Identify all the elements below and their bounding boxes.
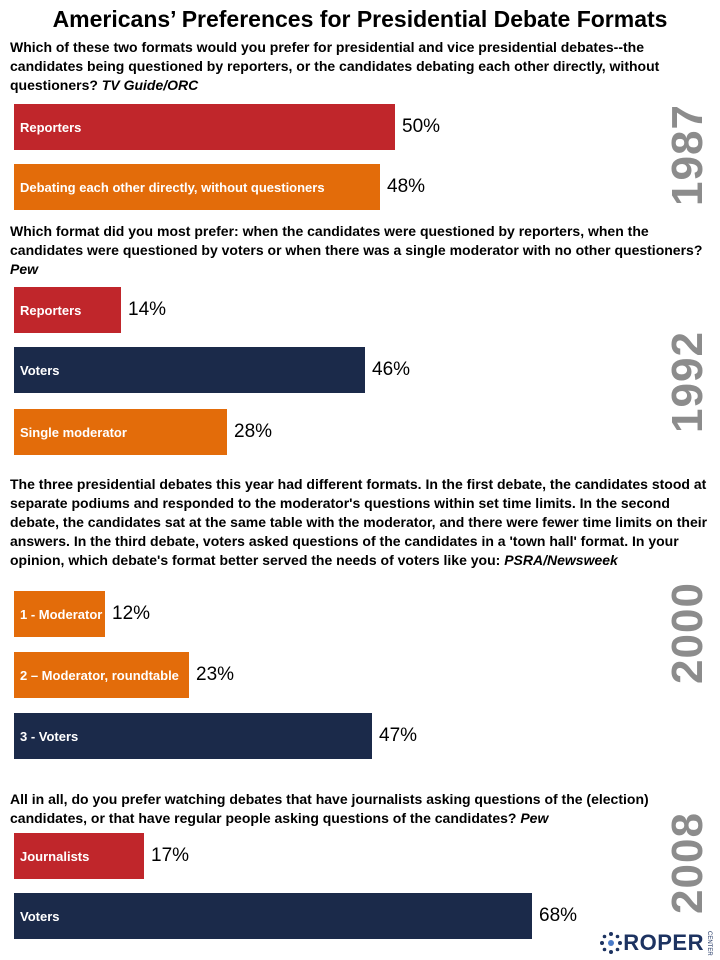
bar-1987-2: Debating each other directly, without qu… (14, 164, 380, 210)
bar-1992-3: Single moderator (14, 409, 227, 455)
bar-value-label: 50% (402, 116, 441, 137)
bar-1992-2: Voters (14, 347, 365, 393)
bar-category-label: 3 - Voters (20, 728, 79, 744)
question-2000: The three presidential debates this year… (10, 475, 715, 570)
bar-2000-3: 3 - Voters (14, 713, 372, 759)
bar-category-label: 1 - Moderator (20, 606, 103, 622)
roper-star-icon (600, 932, 623, 954)
question-1992: Which format did you most prefer: when t… (10, 222, 715, 279)
bar-value-label: 12% (112, 603, 151, 624)
year-label-2000: 2000 (663, 582, 712, 684)
question-text: All in all, do you prefer watching debat… (10, 791, 649, 826)
chart-title: Americans’ Preferences for Presidential … (52, 6, 668, 32)
year-label-1987: 1987 (663, 104, 712, 206)
bar-1987-1: Reporters (14, 104, 395, 150)
bar-value-label: 47% (379, 725, 418, 746)
bar-category-label: Voters (20, 362, 60, 378)
bar-value-label: 28% (234, 421, 273, 442)
bar-category-label: 2 – Moderator, roundtable (20, 667, 179, 683)
logo-subtext: CENTER (706, 930, 712, 956)
bar-value-label: 46% (372, 359, 411, 380)
bar-value-label: 68% (539, 905, 578, 926)
year-label-1992: 1992 (663, 331, 712, 433)
bar-value-label: 17% (151, 845, 190, 866)
bar-1992-1: Reporters (14, 287, 121, 333)
bar-2000-1: 1 - Moderator (14, 591, 105, 637)
question-text: The three presidential debates this year… (10, 476, 708, 568)
question-source: Pew (520, 810, 549, 826)
question-source: TV Guide/ORC (101, 77, 199, 93)
question-source: Pew (10, 261, 39, 277)
question-source: PSRA/Newsweek (504, 552, 618, 568)
bar-category-label: Reporters (20, 119, 82, 135)
question-2008: All in all, do you prefer watching debat… (10, 790, 715, 828)
question-text: Which of these two formats would you pre… (10, 39, 660, 93)
question-text: Which format did you most prefer: when t… (10, 223, 703, 258)
bar-category-label: Reporters (20, 302, 82, 318)
logo-text: ROPER (623, 930, 704, 955)
bar-2000-2: 2 – Moderator, roundtable (14, 652, 189, 698)
bar-2008-1: Journalists (14, 833, 144, 879)
bar-category-label: Journalists (20, 848, 90, 864)
question-1987: Which of these two formats would you pre… (10, 38, 715, 95)
roper-logo: ROPER CENTER (599, 930, 712, 956)
year-label-2008: 2008 (663, 812, 712, 914)
bar-category-label: Debating each other directly, without qu… (20, 179, 325, 195)
bar-value-label: 23% (196, 664, 235, 685)
bar-value-label: 48% (387, 176, 426, 197)
bar-category-label: Voters (20, 908, 60, 924)
bar-value-label: 14% (128, 299, 167, 320)
bar-2008-2: Voters (14, 893, 532, 939)
bar-category-label: Single moderator (20, 424, 127, 440)
